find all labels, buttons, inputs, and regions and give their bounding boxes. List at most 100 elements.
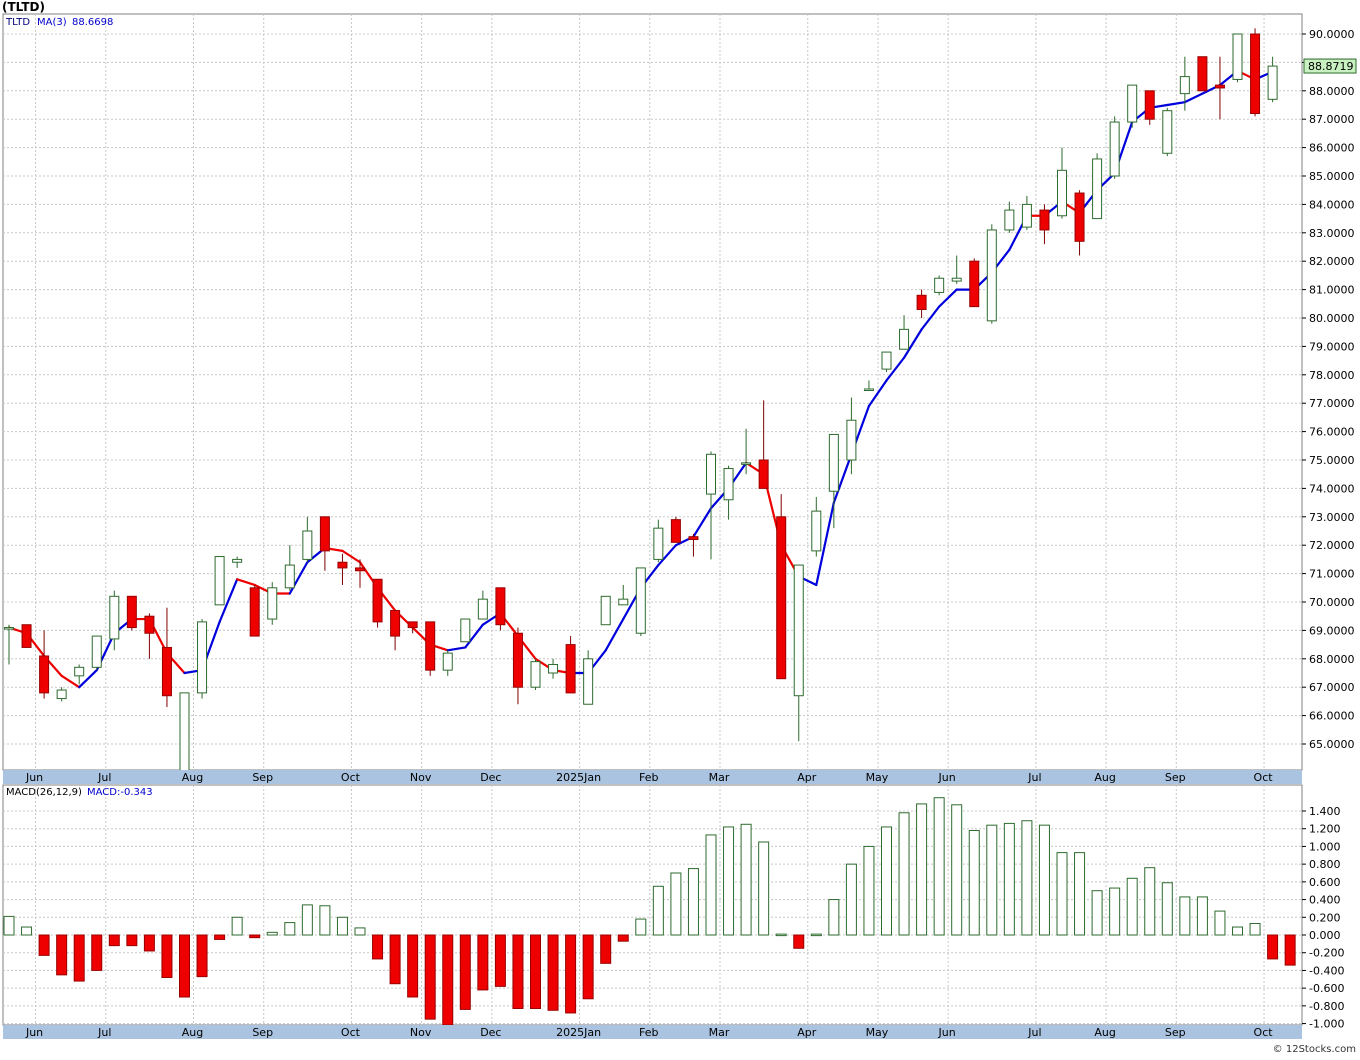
ma-segment	[885, 356, 906, 382]
price-tick-label: 88.0000	[1309, 85, 1355, 98]
candle-up	[214, 556, 225, 606]
macd-bar-positive	[810, 933, 822, 937]
candle-up	[600, 595, 611, 626]
macd-bar-negative	[73, 934, 85, 982]
candle-down	[1250, 33, 1261, 115]
macd-bar-negative	[424, 934, 436, 1020]
price-tick-label: 81.0000	[1309, 284, 1355, 297]
macd-bar-positive	[705, 834, 717, 936]
price-tick-label: 86.0000	[1309, 142, 1355, 155]
price-x-tick-label: Sep	[1165, 771, 1186, 784]
price-tick-label: 67.0000	[1309, 681, 1355, 694]
price-tick-label: 85.0000	[1309, 170, 1355, 183]
candle-up	[863, 388, 874, 391]
price-x-tick-label: Jun	[25, 771, 43, 784]
candle-down	[1074, 192, 1085, 242]
candle-down	[390, 610, 401, 637]
price-x-axis: Jun Jul Aug Sep Oct Nov Dec 2025Jan Feb Mar Apr May…	[25, 771, 1273, 784]
macd-bar-positive	[740, 823, 752, 936]
price-grid	[3, 14, 1302, 770]
macd-x-tick-label: Apr	[797, 1026, 817, 1039]
candle-up	[477, 598, 488, 620]
candle-up	[1232, 33, 1243, 80]
macd-bar-positive	[231, 916, 243, 936]
macd-x-tick-label: Jun	[938, 1026, 956, 1039]
macd-x-tick-label: Dec	[480, 1026, 501, 1039]
macd-x-tick-label: Jul	[97, 1026, 111, 1039]
macd-x-tick-label: Sep	[252, 1026, 273, 1039]
macd-bar-negative	[108, 934, 120, 947]
macd-bar-positive	[1144, 867, 1156, 936]
ma-label: MA(3)	[37, 17, 67, 28]
price-x-tick-label: Oct	[1254, 771, 1274, 784]
ma-segment	[902, 328, 923, 359]
candle-down	[495, 587, 506, 626]
candle-down	[670, 519, 681, 543]
macd-bar-negative	[442, 934, 454, 1026]
candle-down	[161, 646, 172, 697]
price-x-tick-label: Jul	[1027, 771, 1041, 784]
ma-segment	[832, 453, 853, 504]
price-tick-label: 87.0000	[1309, 113, 1355, 126]
ma-segment	[867, 379, 888, 408]
macd-bar-positive	[1126, 877, 1138, 936]
candle-up	[179, 692, 190, 773]
macd-bar-positive	[933, 797, 945, 936]
price-tick-label: 75.0000	[1309, 454, 1355, 467]
candle-up	[1092, 158, 1103, 220]
macd-bar-negative	[565, 934, 577, 1014]
macd-bar-positive	[301, 904, 313, 936]
price-x-tick-label: Aug	[1094, 771, 1115, 784]
macd-x-tick-label: May	[866, 1026, 889, 1039]
candle-up	[4, 627, 14, 630]
candle-down	[39, 655, 50, 694]
candle-down	[319, 516, 330, 552]
macd-bar-negative	[512, 934, 524, 1010]
candle-down	[512, 632, 523, 688]
macd-bar-negative	[56, 934, 68, 976]
candle-down	[337, 561, 348, 569]
macd-bar-negative	[1267, 934, 1279, 960]
macd-panel: -1.000 -0.800 -0.600 -0.400 -0.200 0.000 0.200…	[2, 784, 1344, 1039]
candle-down	[425, 621, 436, 671]
macd-bar-negative	[143, 934, 155, 952]
price-tick-label: 90.0000	[1309, 28, 1355, 41]
price-x-tick-label: Nov	[410, 771, 432, 784]
macd-bar-positive	[266, 931, 278, 936]
macd-bar-positive	[863, 845, 875, 936]
price-tick-label: 68.0000	[1309, 653, 1355, 666]
price-tick-label: 82.0000	[1309, 255, 1355, 268]
candle-down	[372, 578, 383, 623]
candle-up	[1162, 110, 1173, 154]
macd-bar-positive	[951, 804, 963, 936]
macd-bar-positive	[1232, 926, 1243, 936]
candle-up	[56, 689, 67, 700]
candle-up	[232, 558, 243, 563]
price-tick-label: 84.0000	[1309, 198, 1355, 211]
macd-tick-label: -0.600	[1309, 982, 1344, 995]
candle-up	[899, 328, 910, 350]
macd-y-axis: -1.000 -0.800 -0.600 -0.400 -0.200 0.000 0.200…	[1302, 805, 1344, 1031]
macd-bar-positive	[1091, 890, 1103, 936]
macd-bar-positive	[284, 922, 296, 936]
macd-bar-positive	[3, 915, 15, 936]
ma-segment	[938, 288, 958, 308]
macd-bar-positive	[968, 829, 980, 936]
price-panel-frame	[2, 13, 1303, 771]
macd-bars	[3, 797, 1296, 1026]
candle-up	[1127, 84, 1138, 123]
macd-tick-label: -0.400	[1309, 964, 1344, 977]
macd-x-axis-band	[3, 1025, 1302, 1039]
macd-bar-positive	[1038, 824, 1050, 936]
price-tick-label: 72.0000	[1309, 539, 1355, 552]
macd-bar-negative	[179, 934, 190, 998]
candle-up	[881, 351, 892, 370]
macd-tick-label: -0.800	[1309, 1000, 1344, 1013]
macd-x-tick-label: Oct	[341, 1026, 361, 1039]
price-tick-label: 77.0000	[1309, 397, 1355, 410]
macd-bar-positive	[652, 885, 664, 936]
candle-up	[74, 666, 85, 677]
macd-x-axis: Jun Jul Aug Sep Oct Nov Dec 2025Jan Feb Mar Apr May…	[25, 1026, 1273, 1039]
macd-tick-label: 1.400	[1309, 805, 1341, 818]
macd-bar-negative	[126, 934, 138, 947]
